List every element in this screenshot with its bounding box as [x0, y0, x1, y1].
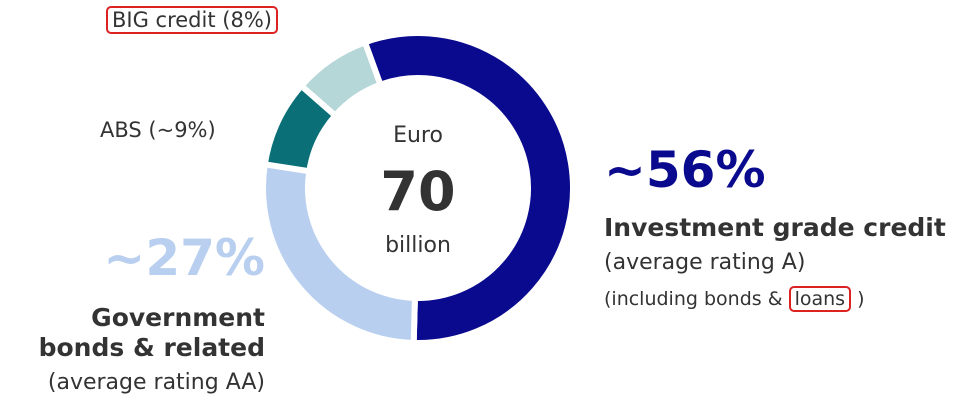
- gov-note: (average rating AA): [47, 370, 265, 395]
- gov-label: Government bonds & related: [38, 303, 265, 362]
- detail-text: ): [851, 288, 865, 310]
- detail-text: (including bonds &: [604, 288, 789, 310]
- center-bottom: billion: [385, 233, 451, 258]
- ig-label: Investment grade credit: [604, 213, 946, 242]
- abs-label: ABS (~9%): [100, 118, 216, 142]
- gov-value: ~27%: [103, 229, 265, 287]
- center-value: 70: [380, 160, 455, 223]
- big-label: BIG credit (8%): [106, 6, 278, 34]
- highlight: loans: [788, 286, 852, 312]
- ig-detail: (including bonds & loans ): [604, 286, 865, 312]
- highlight: BIG credit (8%): [106, 6, 278, 34]
- center-top: Euro: [393, 123, 443, 148]
- ig-value: ~56%: [604, 141, 766, 199]
- ig-note: (average rating A): [604, 250, 806, 275]
- slice: [297, 38, 385, 120]
- slice: [361, 30, 576, 346]
